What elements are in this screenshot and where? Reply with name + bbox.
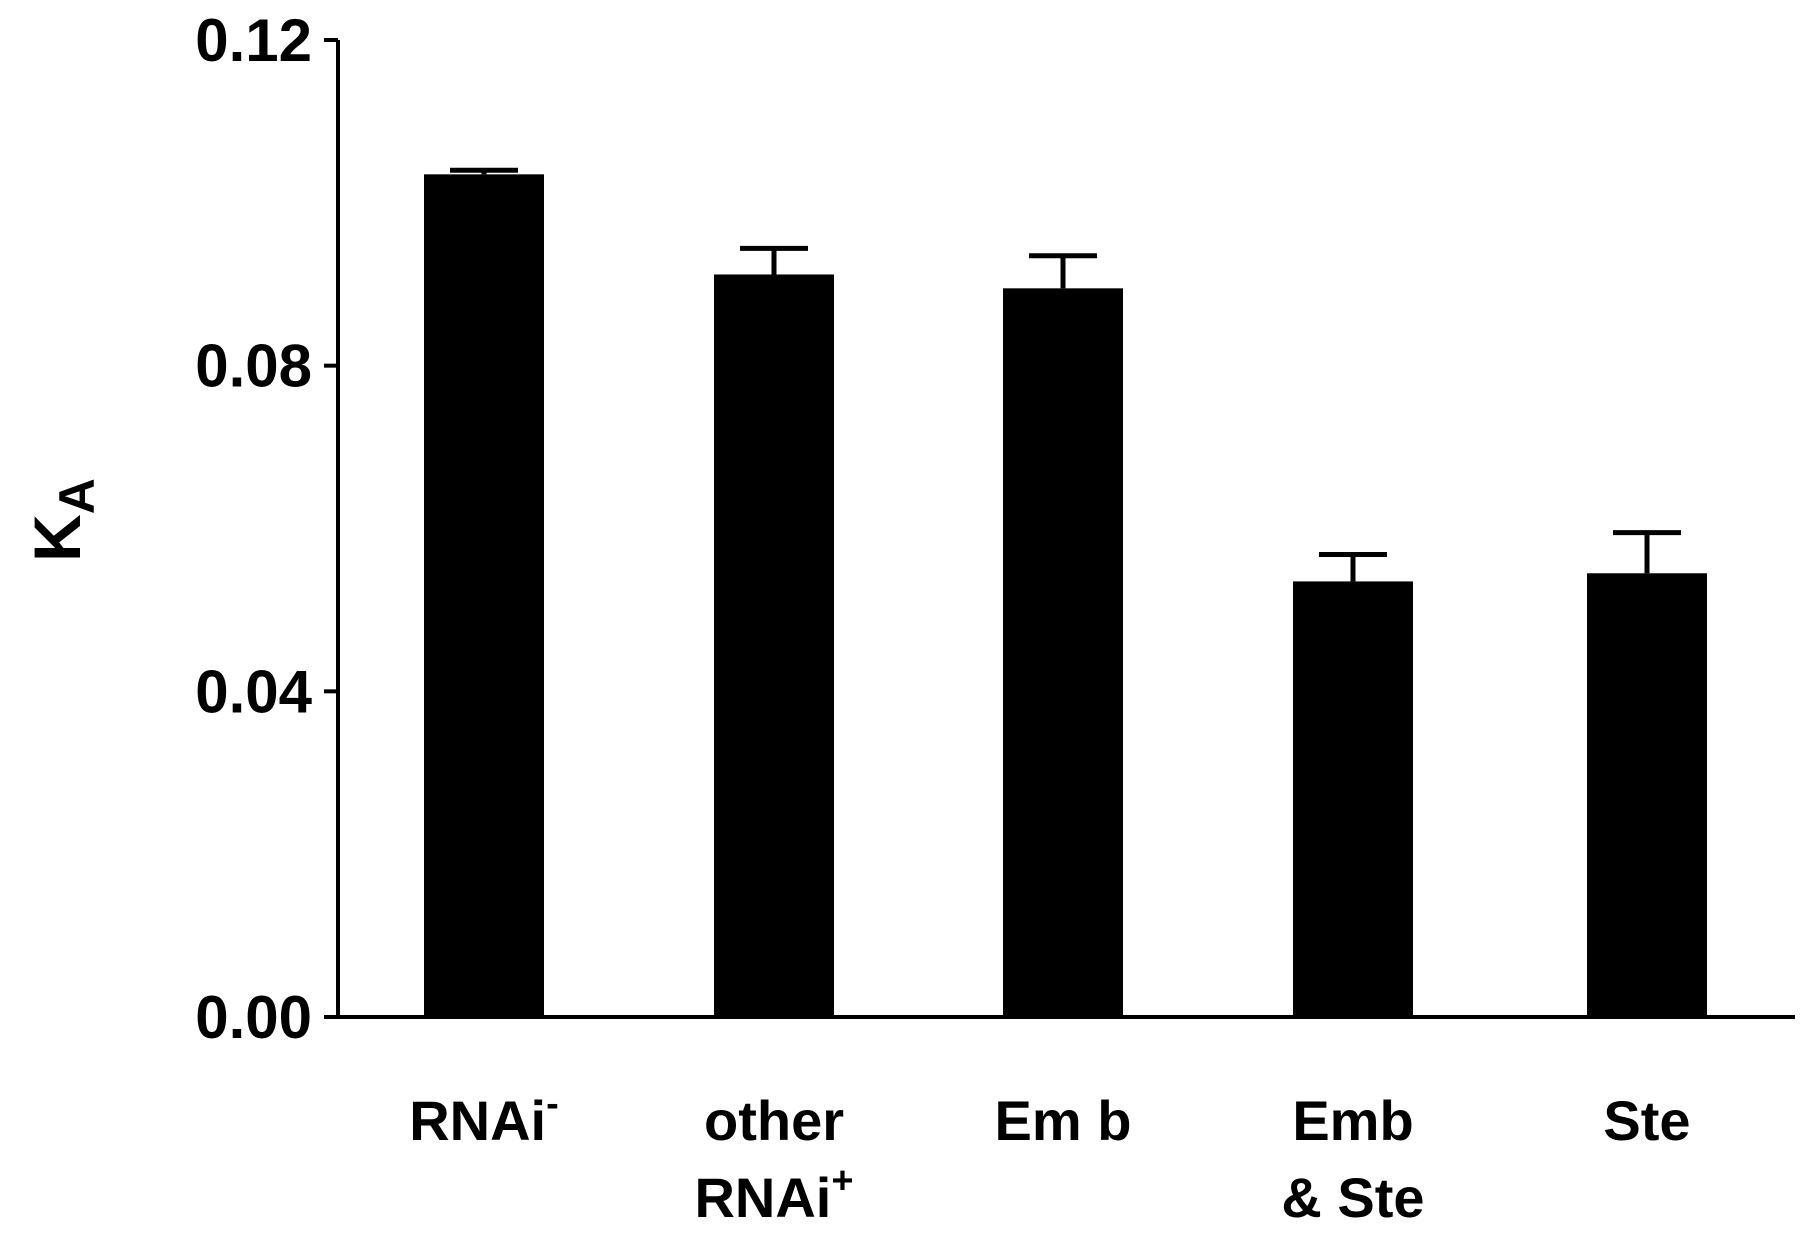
axes-group	[324, 38, 1795, 1019]
category-label: Emb	[1292, 1089, 1413, 1152]
bars-group	[424, 174, 1707, 1018]
y-tick-label: 0.08	[195, 333, 312, 400]
category-label-superscript: -	[546, 1083, 559, 1125]
y-axis-title: KA	[20, 478, 105, 562]
category-label-text: other	[704, 1089, 844, 1152]
y-axis-title-subscript: A	[49, 478, 105, 514]
category-label-text: RNAi	[409, 1089, 546, 1152]
bar	[1003, 288, 1123, 1018]
error-bars-group	[450, 167, 1681, 582]
category-label: Em b	[995, 1089, 1132, 1152]
category-label: Ste	[1603, 1089, 1690, 1152]
category-label-text: Ste	[1603, 1089, 1690, 1152]
y-tick-label: 0.12	[195, 7, 312, 74]
bar	[424, 174, 544, 1017]
category-label-text: Emb	[1292, 1089, 1413, 1152]
category-label-text: Em b	[995, 1089, 1132, 1152]
category-label-text: & Ste	[1281, 1166, 1424, 1229]
category-label: other	[704, 1089, 844, 1152]
category-label: RNAi+	[694, 1160, 853, 1229]
bar	[714, 274, 834, 1018]
y-tick-label: 0.00	[195, 984, 312, 1051]
y-tick-label: 0.04	[195, 658, 312, 725]
bar	[1587, 573, 1707, 1017]
y-tick-labels-group: 0.00 0.04 0.08 0.12	[195, 7, 312, 1051]
y-axis-title-main: K	[20, 514, 94, 562]
bar	[1293, 581, 1413, 1017]
category-label-text: RNAi	[694, 1166, 831, 1229]
category-label-superscript: +	[831, 1160, 853, 1202]
category-label: & Ste	[1281, 1166, 1424, 1229]
y-axis-title-group: KA	[20, 478, 105, 562]
category-label: RNAi-	[409, 1083, 559, 1152]
